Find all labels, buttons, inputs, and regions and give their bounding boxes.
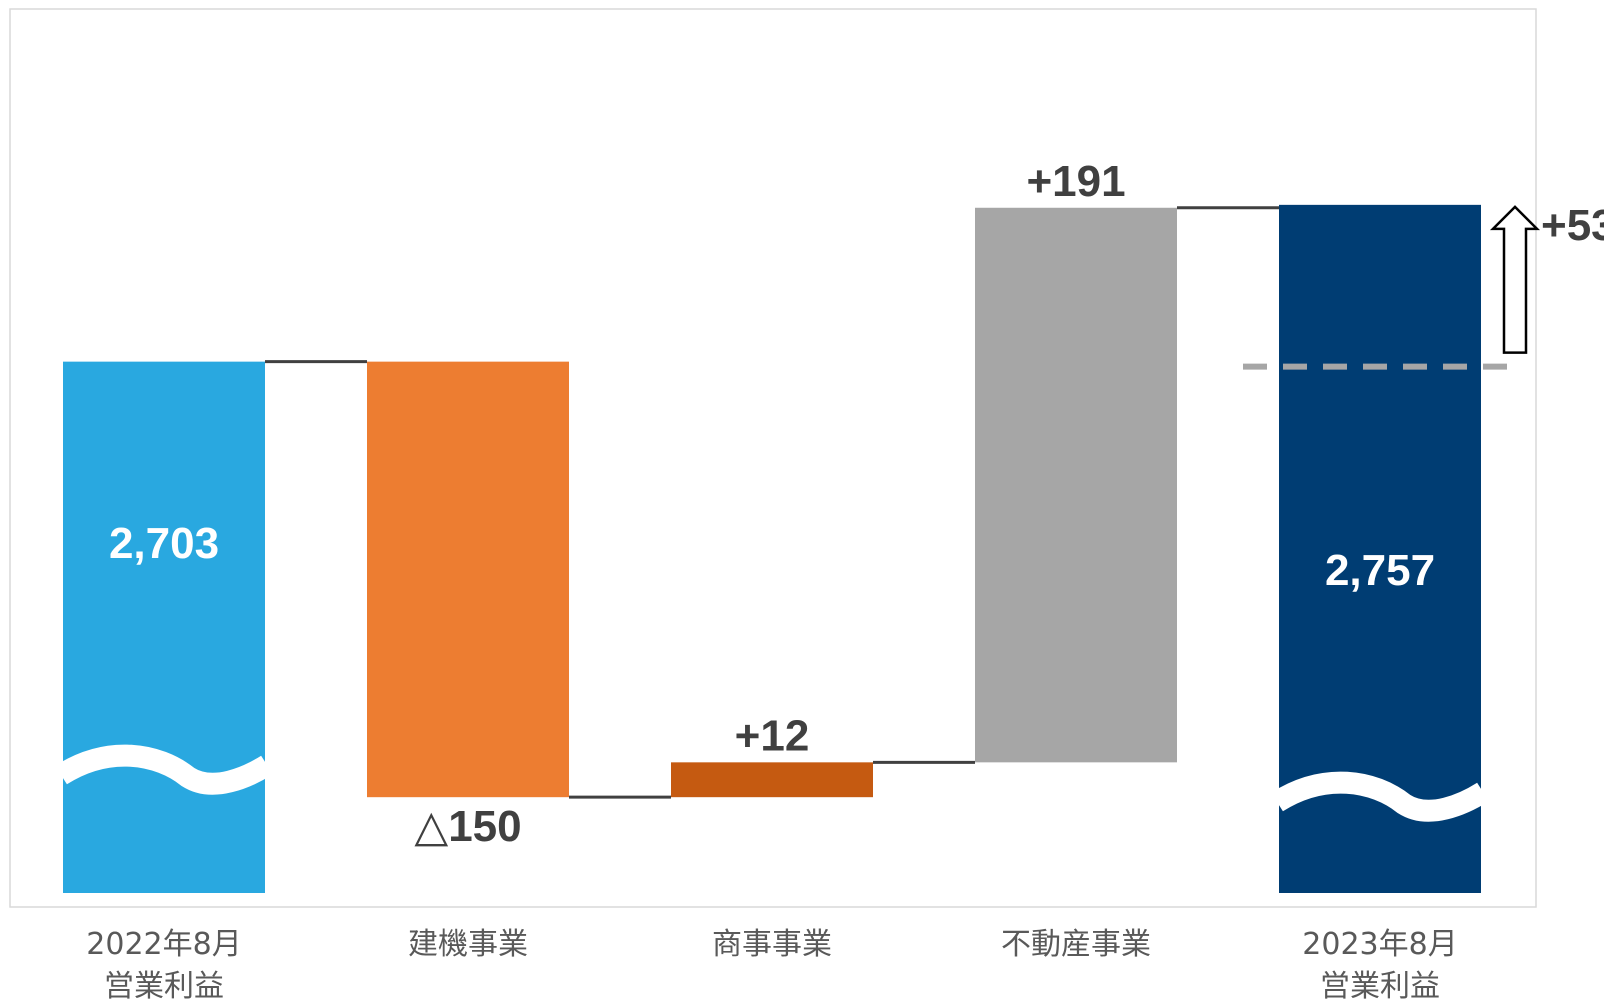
connector-lines-layer (265, 206, 1279, 799)
value-label-3: +191 (1026, 157, 1125, 206)
bar-2 (671, 762, 873, 798)
value-label-1: △150 (414, 802, 521, 851)
value-label-2: +12 (735, 711, 810, 760)
value-label-4: 2,757 (1325, 546, 1435, 595)
category-label-0-line-0: 2022年8月 (86, 927, 241, 962)
category-label-4-line-0: 2023年8月 (1302, 927, 1457, 962)
category-label-1-line-0: 建機事業 (408, 927, 528, 962)
axis-break-layer (55, 744, 1489, 822)
category-label-2-line-0: 商事事業 (712, 927, 832, 962)
axis-break-wave-0 (55, 744, 273, 795)
bar-0 (63, 361, 265, 893)
category-label-3-line-0: 不動産事業 (1001, 927, 1151, 962)
category-label-0-line-1: 営業利益 (104, 969, 224, 1002)
category-label-4-line-1: 営業利益 (1320, 969, 1440, 1002)
bar-1 (367, 361, 569, 798)
value-label-0: 2,703 (109, 519, 219, 568)
axis-break-wave-4 (1271, 771, 1489, 822)
change-annotation: +53 (1243, 201, 1604, 370)
bar-3 (975, 207, 1177, 763)
change-annotation-label: +53 (1541, 201, 1604, 250)
value-labels-layer: 2,703 △150 +12 +191 2,757 (109, 157, 1435, 851)
increase-arrow-icon (1489, 205, 1541, 354)
